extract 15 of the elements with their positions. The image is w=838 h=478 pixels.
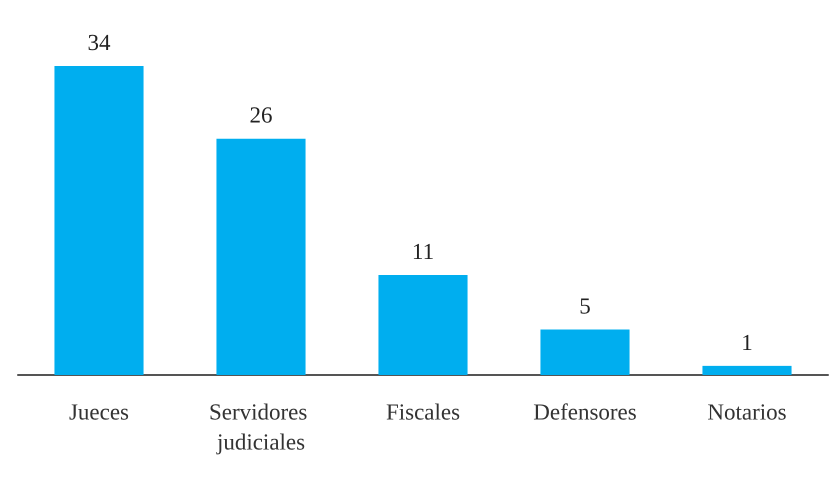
bar: [54, 66, 144, 375]
bar: [702, 366, 792, 375]
data-label: 1: [741, 330, 753, 355]
x-tick-label: Defensores: [533, 400, 637, 424]
data-label: 5: [579, 294, 591, 319]
bar: [216, 138, 306, 375]
x-tick-label: Notarios: [707, 400, 787, 424]
data-label: 34: [88, 30, 111, 55]
data-label: 11: [412, 239, 434, 264]
data-label: 26: [250, 102, 272, 128]
x-tick-label: Fiscales: [386, 400, 460, 424]
x-tick-label: Jueces: [68, 400, 130, 424]
bar: [540, 330, 630, 375]
bar: [378, 275, 468, 375]
x-tick-label: Servidores judiciales: [208, 400, 314, 454]
